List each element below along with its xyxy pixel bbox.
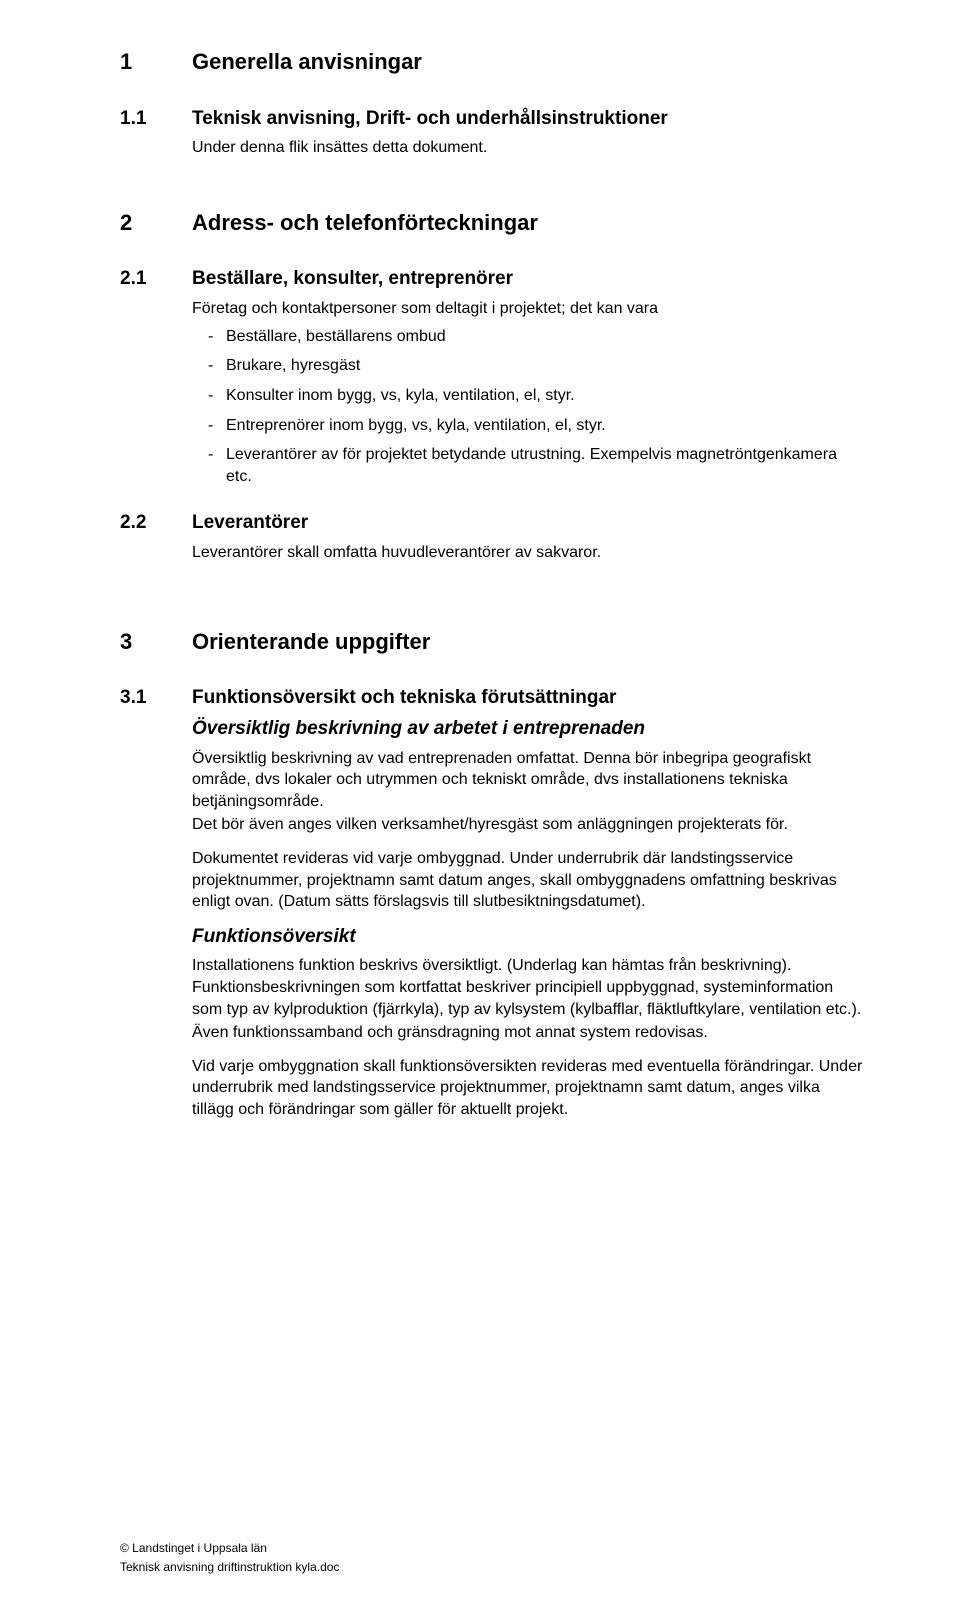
section-number: 2.2 xyxy=(120,511,192,569)
section-2: 2 Adress- och telefonförteckningar xyxy=(120,209,864,258)
section-title: Leverantörer xyxy=(192,511,864,536)
section-number: 1 xyxy=(120,48,192,77)
list-item: Entreprenörer inom bygg, vs, kyla, venti… xyxy=(192,415,864,437)
body-text: Dokumentet revideras vid varje ombyggnad… xyxy=(192,848,864,913)
footer-filename: Teknisk anvisning driftinstruktion kyla.… xyxy=(120,1558,339,1577)
footer-copyright: © Landstinget i Uppsala län xyxy=(120,1539,339,1558)
section-title: Generella anvisningar xyxy=(192,48,864,77)
section-number: 2 xyxy=(120,209,192,238)
section-title: Adress- och telefonförteckningar xyxy=(192,209,864,238)
section-number: 3.1 xyxy=(120,686,192,1126)
section-2-2: 2.2 Leverantörer Leverantörer skall omfa… xyxy=(120,511,864,575)
page-footer: © Landstinget i Uppsala län Teknisk anvi… xyxy=(120,1539,339,1577)
section-1: 1 Generella anvisningar xyxy=(120,48,864,97)
section-title: Orienterande uppgifter xyxy=(192,628,864,657)
section-title: Teknisk anvisning, Drift- och underhålls… xyxy=(192,107,864,132)
list-item: Beställare, beställarens ombud xyxy=(192,326,864,348)
body-text: Under denna flik insättes detta dokument… xyxy=(192,137,864,159)
section-1-1: 1.1 Teknisk anvisning, Drift- och underh… xyxy=(120,107,864,171)
bullet-list: Beställare, beställarens ombud Brukare, … xyxy=(192,326,864,488)
section-number: 1.1 xyxy=(120,107,192,165)
body-text: Även funktionssamband och gränsdragning … xyxy=(192,1022,864,1044)
body-text: Översiktlig beskrivning av vad entrepren… xyxy=(192,748,864,813)
section-number: 3 xyxy=(120,628,192,657)
body-text: Företag och kontaktpersoner som deltagit… xyxy=(192,298,864,320)
section-2-1: 2.1 Beställare, konsulter, entreprenörer… xyxy=(120,267,864,501)
body-text: Leverantörer skall omfatta huvudleverant… xyxy=(192,542,864,564)
spacer xyxy=(120,181,864,209)
list-item: Brukare, hyresgäst xyxy=(192,355,864,377)
body-text: Vid varje ombyggnation skall funktionsöv… xyxy=(192,1056,864,1121)
section-title: Beställare, konsulter, entreprenörer xyxy=(192,267,864,292)
spacer xyxy=(120,586,864,628)
body-text: Det bör även anges vilken verksamhet/hyr… xyxy=(192,814,864,836)
section-3: 3 Orienterande uppgifter xyxy=(120,628,864,677)
list-item: Leverantörer av för projektet betydande … xyxy=(192,444,864,487)
document-page: 1 Generella anvisningar 1.1 Teknisk anvi… xyxy=(0,0,960,1609)
subsection-title: Översiktlig beskrivning av arbetet i ent… xyxy=(192,717,864,742)
section-3-1: 3.1 Funktionsöversikt och tekniska förut… xyxy=(120,686,864,1132)
subsection-title: Funktionsöversikt xyxy=(192,925,864,950)
section-number: 2.1 xyxy=(120,267,192,495)
list-item: Konsulter inom bygg, vs, kyla, ventilati… xyxy=(192,385,864,407)
section-title: Funktionsöversikt och tekniska förutsätt… xyxy=(192,686,864,711)
body-text: Installationens funktion beskrivs översi… xyxy=(192,955,864,1020)
